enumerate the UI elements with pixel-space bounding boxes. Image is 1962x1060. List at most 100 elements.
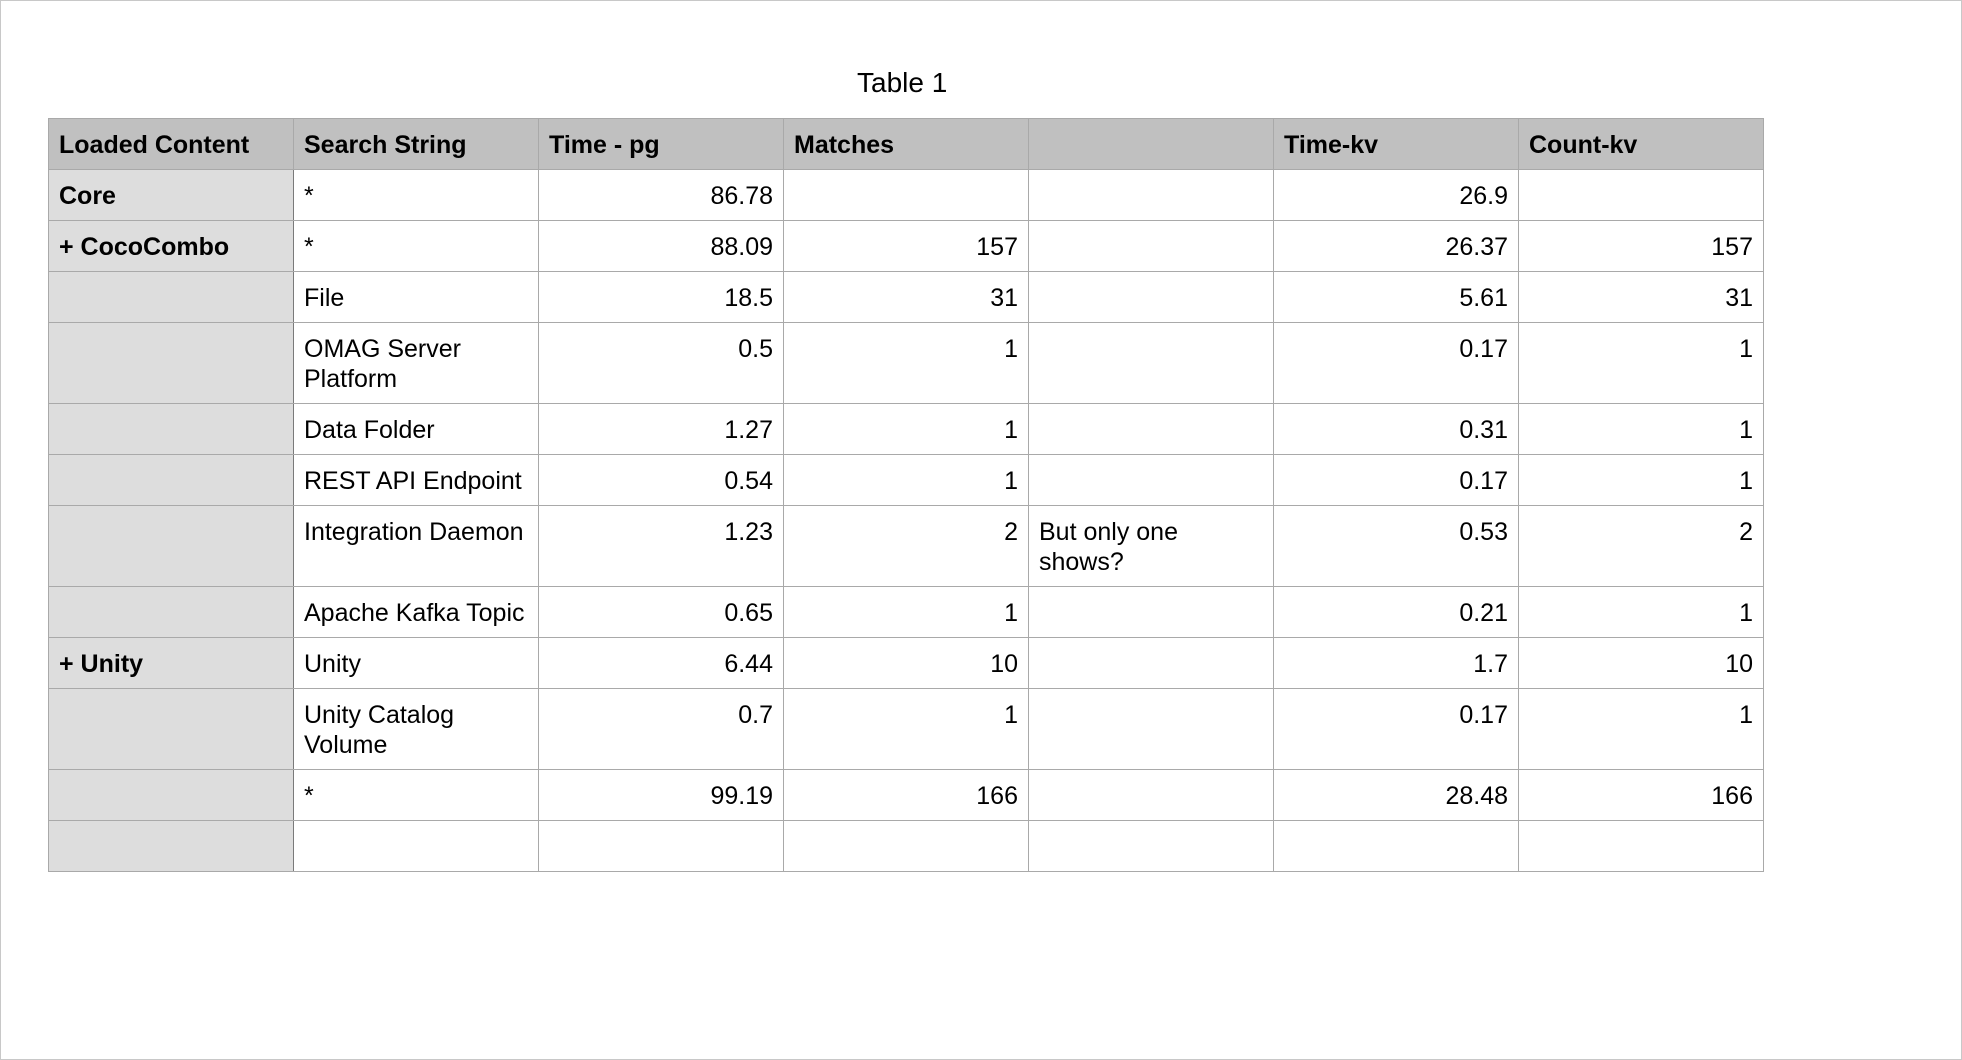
time-kv-cell[interactable]: 0.17 bbox=[1273, 688, 1519, 770]
note-cell[interactable] bbox=[1028, 220, 1274, 272]
matches-cell[interactable]: 1 bbox=[783, 322, 1029, 404]
time-kv-cell[interactable]: 0.31 bbox=[1273, 403, 1519, 455]
matches-cell[interactable]: 10 bbox=[783, 637, 1029, 689]
matches-cell[interactable] bbox=[783, 820, 1029, 872]
time-pg-cell[interactable]: 86.78 bbox=[538, 169, 784, 221]
matches-cell[interactable]: 157 bbox=[783, 220, 1029, 272]
time-kv-cell[interactable]: 0.21 bbox=[1273, 586, 1519, 638]
time-pg-cell[interactable]: 0.7 bbox=[538, 688, 784, 770]
table-row: + Unity Unity 6.44 10 1.7 10 bbox=[48, 637, 1764, 689]
loaded-content-cell[interactable]: Core bbox=[48, 169, 294, 221]
matches-cell[interactable]: 31 bbox=[783, 271, 1029, 323]
loaded-content-cell[interactable] bbox=[48, 769, 294, 821]
note-cell[interactable] bbox=[1028, 169, 1274, 221]
note-cell[interactable]: But only one shows? bbox=[1028, 505, 1274, 587]
column-header-time-pg[interactable]: Time - pg bbox=[538, 118, 784, 170]
matches-cell[interactable]: 1 bbox=[783, 403, 1029, 455]
search-string-cell[interactable]: Data Folder bbox=[293, 403, 539, 455]
note-cell[interactable] bbox=[1028, 586, 1274, 638]
matches-cell[interactable] bbox=[783, 169, 1029, 221]
search-string-cell[interactable]: REST API Endpoint bbox=[293, 454, 539, 506]
search-string-cell[interactable]: Integration Daemon bbox=[293, 505, 539, 587]
search-string-cell[interactable]: Unity Catalog Volume bbox=[293, 688, 539, 770]
table-row: Integration Daemon 1.23 2 But only one show… bbox=[48, 505, 1764, 587]
note-cell[interactable] bbox=[1028, 271, 1274, 323]
loaded-content-cell[interactable] bbox=[48, 454, 294, 506]
matches-cell[interactable]: 1 bbox=[783, 586, 1029, 638]
search-string-cell[interactable]: * bbox=[293, 769, 539, 821]
matches-cell[interactable]: 1 bbox=[783, 688, 1029, 770]
note-cell[interactable] bbox=[1028, 688, 1274, 770]
column-header-matches[interactable]: Matches bbox=[783, 118, 1029, 170]
loaded-content-cell[interactable] bbox=[48, 322, 294, 404]
count-kv-cell[interactable]: 166 bbox=[1518, 769, 1764, 821]
count-kv-cell[interactable]: 1 bbox=[1518, 322, 1764, 404]
note-cell[interactable] bbox=[1028, 820, 1274, 872]
table-row: + CocoCombo * 88.09 157 26.37 157 bbox=[48, 220, 1764, 272]
time-kv-cell[interactable]: 5.61 bbox=[1273, 271, 1519, 323]
count-kv-cell[interactable] bbox=[1518, 169, 1764, 221]
matches-cell[interactable]: 166 bbox=[783, 769, 1029, 821]
time-kv-cell[interactable]: 0.17 bbox=[1273, 322, 1519, 404]
column-header-count-kv[interactable]: Count-kv bbox=[1518, 118, 1764, 170]
loaded-content-cell[interactable] bbox=[48, 403, 294, 455]
time-pg-cell[interactable]: 0.5 bbox=[538, 322, 784, 404]
search-string-cell[interactable]: * bbox=[293, 169, 539, 221]
table-row: Unity Catalog Volume 0.7 1 0.17 1 bbox=[48, 688, 1764, 770]
note-cell[interactable] bbox=[1028, 454, 1274, 506]
time-pg-cell[interactable]: 99.19 bbox=[538, 769, 784, 821]
loaded-content-cell[interactable] bbox=[48, 586, 294, 638]
count-kv-cell[interactable]: 1 bbox=[1518, 454, 1764, 506]
search-string-cell[interactable]: OMAG Server Platform bbox=[293, 322, 539, 404]
count-kv-cell[interactable]: 1 bbox=[1518, 688, 1764, 770]
search-string-cell[interactable]: File bbox=[293, 271, 539, 323]
count-kv-cell[interactable]: 1 bbox=[1518, 586, 1764, 638]
time-kv-cell[interactable]: 1.7 bbox=[1273, 637, 1519, 689]
column-header-blank[interactable] bbox=[1028, 118, 1274, 170]
table-row: * 99.19 166 28.48 166 bbox=[48, 769, 1764, 821]
matches-cell[interactable]: 2 bbox=[783, 505, 1029, 587]
time-kv-cell[interactable]: 0.53 bbox=[1273, 505, 1519, 587]
data-table: Loaded Content Search String Time - pg M… bbox=[48, 118, 1764, 872]
loaded-content-cell[interactable] bbox=[48, 688, 294, 770]
column-header-time-kv[interactable]: Time-kv bbox=[1273, 118, 1519, 170]
search-string-cell[interactable]: * bbox=[293, 220, 539, 272]
table-row: Data Folder 1.27 1 0.31 1 bbox=[48, 403, 1764, 455]
note-cell[interactable] bbox=[1028, 322, 1274, 404]
count-kv-cell[interactable] bbox=[1518, 820, 1764, 872]
count-kv-cell[interactable]: 1 bbox=[1518, 403, 1764, 455]
count-kv-cell[interactable]: 157 bbox=[1518, 220, 1764, 272]
time-kv-cell[interactable]: 26.9 bbox=[1273, 169, 1519, 221]
count-kv-cell[interactable]: 31 bbox=[1518, 271, 1764, 323]
column-header-loaded-content[interactable]: Loaded Content bbox=[48, 118, 294, 170]
count-kv-cell[interactable]: 2 bbox=[1518, 505, 1764, 587]
time-pg-cell[interactable] bbox=[538, 820, 784, 872]
search-string-cell[interactable]: Unity bbox=[293, 637, 539, 689]
loaded-content-cell[interactable] bbox=[48, 505, 294, 587]
column-header-search-string[interactable]: Search String bbox=[293, 118, 539, 170]
search-string-cell[interactable]: Apache Kafka Topic bbox=[293, 586, 539, 638]
time-pg-cell[interactable]: 6.44 bbox=[538, 637, 784, 689]
time-pg-cell[interactable]: 88.09 bbox=[538, 220, 784, 272]
time-kv-cell[interactable]: 0.17 bbox=[1273, 454, 1519, 506]
note-cell[interactable] bbox=[1028, 403, 1274, 455]
time-kv-cell[interactable] bbox=[1273, 820, 1519, 872]
search-string-cell[interactable] bbox=[293, 820, 539, 872]
time-kv-cell[interactable]: 26.37 bbox=[1273, 220, 1519, 272]
loaded-content-cell[interactable]: + Unity bbox=[48, 637, 294, 689]
time-pg-cell[interactable]: 1.23 bbox=[538, 505, 784, 587]
note-cell[interactable] bbox=[1028, 769, 1274, 821]
note-cell[interactable] bbox=[1028, 637, 1274, 689]
table-row bbox=[48, 820, 1764, 872]
loaded-content-cell[interactable] bbox=[48, 271, 294, 323]
matches-cell[interactable]: 1 bbox=[783, 454, 1029, 506]
time-pg-cell[interactable]: 0.65 bbox=[538, 586, 784, 638]
loaded-content-cell[interactable]: + CocoCombo bbox=[48, 220, 294, 272]
time-pg-cell[interactable]: 18.5 bbox=[538, 271, 784, 323]
time-pg-cell[interactable]: 0.54 bbox=[538, 454, 784, 506]
header-row: Loaded Content Search String Time - pg M… bbox=[48, 118, 1764, 170]
loaded-content-cell[interactable] bbox=[48, 820, 294, 872]
count-kv-cell[interactable]: 10 bbox=[1518, 637, 1764, 689]
time-pg-cell[interactable]: 1.27 bbox=[538, 403, 784, 455]
time-kv-cell[interactable]: 28.48 bbox=[1273, 769, 1519, 821]
